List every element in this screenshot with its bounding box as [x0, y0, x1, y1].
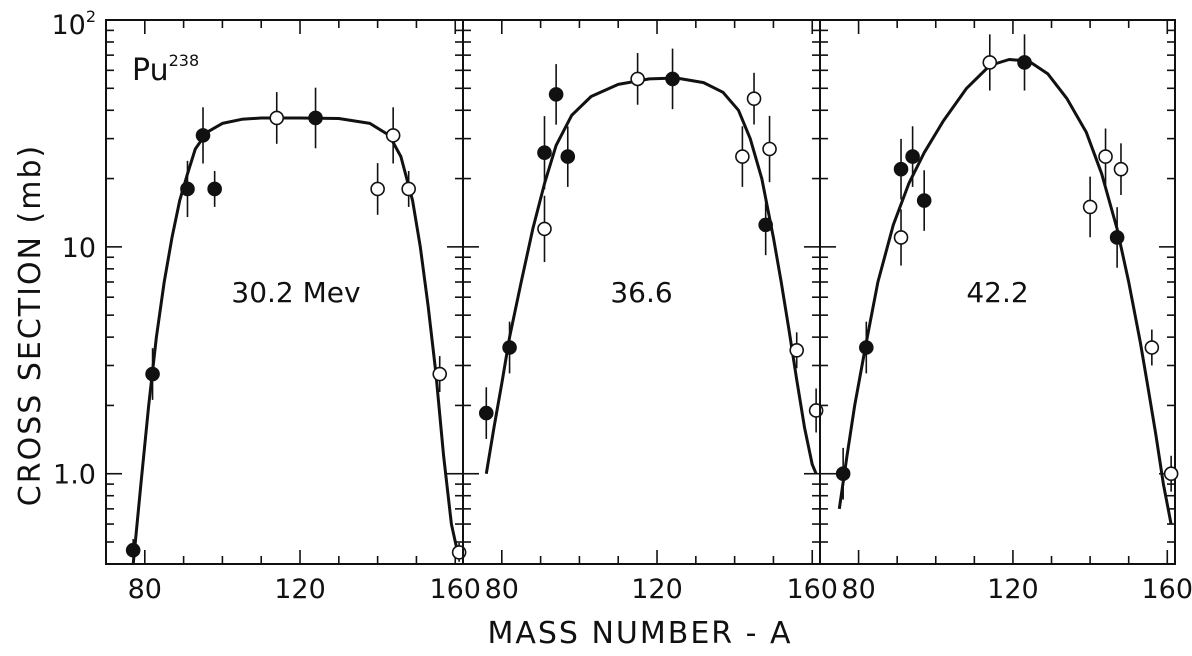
filled-data-point: [125, 542, 141, 558]
open-data-point: [982, 55, 998, 70]
filled-data-point: [1109, 230, 1125, 245]
filled-data-point: [905, 149, 920, 164]
y-tick-label: 1.0: [53, 460, 96, 491]
filled-data-point: [1017, 55, 1032, 70]
nucleus-mass: 238: [169, 51, 200, 70]
x-tick-label: 160: [786, 574, 838, 605]
x-tick-label: 160: [429, 574, 481, 605]
y-tick-label: 102: [51, 7, 96, 41]
open-data-point: [746, 91, 762, 106]
open-data-point: [735, 149, 750, 164]
panel-energy-label: 30.2 Mev: [231, 276, 360, 309]
open-data-point: [1163, 466, 1179, 482]
x-axis-label: MASS NUMBER - A: [487, 616, 792, 651]
open-data-point: [432, 366, 448, 382]
filled-data-point: [478, 405, 494, 421]
filled-data-point: [916, 193, 932, 208]
filled-data-point: [893, 161, 909, 177]
open-data-point: [370, 181, 385, 197]
y-axis-label: CROSS SECTION (mb): [13, 144, 48, 506]
fit-curve: [131, 116, 461, 565]
open-data-point: [789, 342, 805, 358]
y-tick-label: 10: [62, 233, 96, 264]
panel-1: 30.2 Mev: [105, 19, 467, 565]
open-data-point: [537, 221, 552, 237]
panel-energy-label: 42.2: [966, 276, 1028, 309]
filled-data-point: [859, 340, 874, 355]
x-tick-label: 80: [128, 574, 162, 605]
open-data-point: [630, 71, 645, 87]
nucleus-label: Pu238: [132, 51, 199, 88]
panel-3: 42.2: [819, 19, 1179, 565]
x-tick-label: 120: [274, 574, 326, 605]
filled-data-point: [195, 128, 211, 143]
x-tick-label: 120: [631, 574, 683, 605]
filled-data-point: [548, 87, 564, 102]
panel-2: 36.6: [462, 19, 824, 565]
x-tick-label: 80: [841, 574, 875, 605]
open-data-point: [1098, 149, 1113, 164]
filled-data-point: [145, 366, 160, 382]
x-axis: 80 120 160 80 120 160 80 120 160: [128, 574, 1192, 605]
x-tick-label: 160: [1142, 574, 1192, 605]
panel-frame: [819, 19, 1176, 565]
open-data-point: [1113, 161, 1129, 177]
filled-data-point: [560, 149, 576, 164]
open-data-point: [762, 141, 777, 157]
filled-data-point: [665, 71, 680, 87]
filled-data-point: [207, 181, 222, 197]
x-tick-label: 120: [987, 574, 1039, 605]
filled-data-point: [502, 340, 517, 355]
open-data-point: [1082, 199, 1098, 215]
open-data-point: [385, 128, 401, 143]
filled-data-point: [537, 145, 552, 161]
panel-energy-label: 36.6: [610, 276, 672, 309]
open-data-point: [269, 110, 285, 126]
x-tick-label: 80: [485, 574, 519, 605]
open-data-point: [893, 230, 909, 245]
filled-data-point: [308, 110, 323, 126]
y-tick-label-base: 10: [51, 10, 85, 41]
filled-data-point: [758, 217, 773, 233]
open-data-point: [1144, 340, 1160, 355]
open-data-point: [401, 181, 416, 197]
y-tick-label-exponent: 2: [86, 7, 96, 26]
filled-data-point: [180, 181, 195, 197]
panels-group: 30.2 Mev 36.6 42.2: [105, 19, 1179, 565]
nucleus-symbol: Pu: [132, 53, 169, 88]
filled-data-point: [835, 466, 851, 482]
